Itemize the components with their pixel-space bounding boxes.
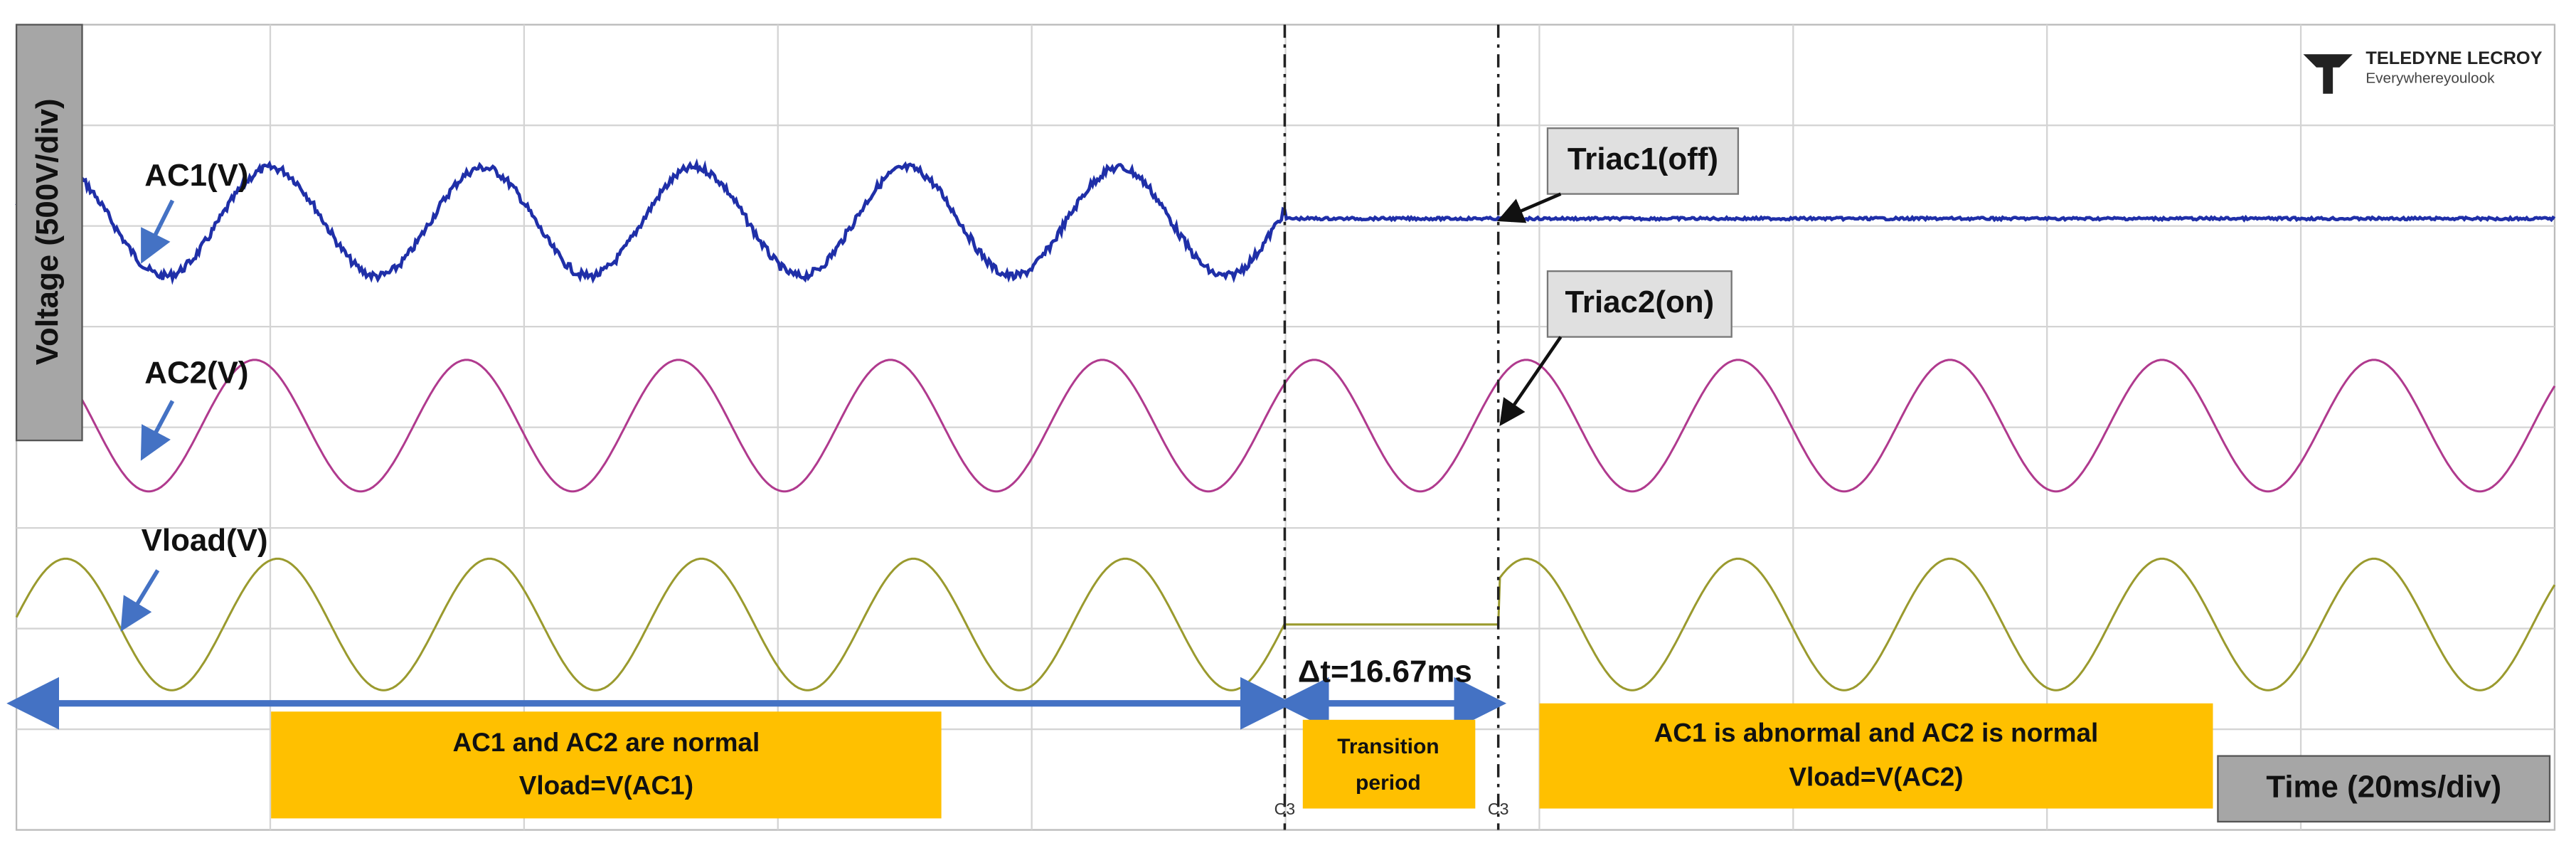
region-text: Vload=V(AC2) — [1789, 763, 1963, 792]
logo-brand: TELEDYNE LECROY — [2365, 48, 2542, 68]
arrow — [141, 199, 175, 264]
trace-label: AC1(V) — [144, 158, 248, 193]
trace-label: Vload(V) — [142, 523, 268, 558]
x-label-box — [2217, 755, 2551, 823]
arrow — [120, 569, 160, 632]
arrow — [140, 400, 175, 461]
trace-label: AC2(V) — [144, 355, 248, 390]
region-box — [1302, 719, 1476, 809]
arrow — [1499, 336, 1563, 426]
region-text: Vload=V(AC1) — [519, 770, 693, 800]
callout: Triac1(off) — [1568, 142, 1718, 176]
logo-tagline: Everywhereyoulook — [2365, 70, 2495, 86]
callout-box — [1546, 270, 1733, 338]
x-axis-label: Time (20ms/div) — [2266, 769, 2501, 804]
region-box — [1539, 703, 2213, 809]
arrow — [1497, 192, 1562, 223]
y-label-box — [15, 23, 83, 442]
region-text: AC1 is abnormal and AC2 is normal — [1654, 718, 2099, 747]
region-box — [271, 711, 942, 819]
y-axis-label: Voltage (500V/div) — [30, 98, 65, 365]
delta-t: Δt=16.67ms — [1298, 654, 1472, 689]
cursor-label: C3 — [1274, 800, 1296, 818]
region-text: AC1 and AC2 are normal — [452, 728, 760, 757]
logo-icon — [2303, 54, 2353, 94]
region-text: Transition — [1337, 735, 1439, 758]
region-text: period — [1356, 771, 1421, 795]
cursor-label: C3 — [1488, 800, 1509, 818]
callout: Triac2(on) — [1565, 285, 1714, 319]
callout-box — [1546, 127, 1740, 195]
